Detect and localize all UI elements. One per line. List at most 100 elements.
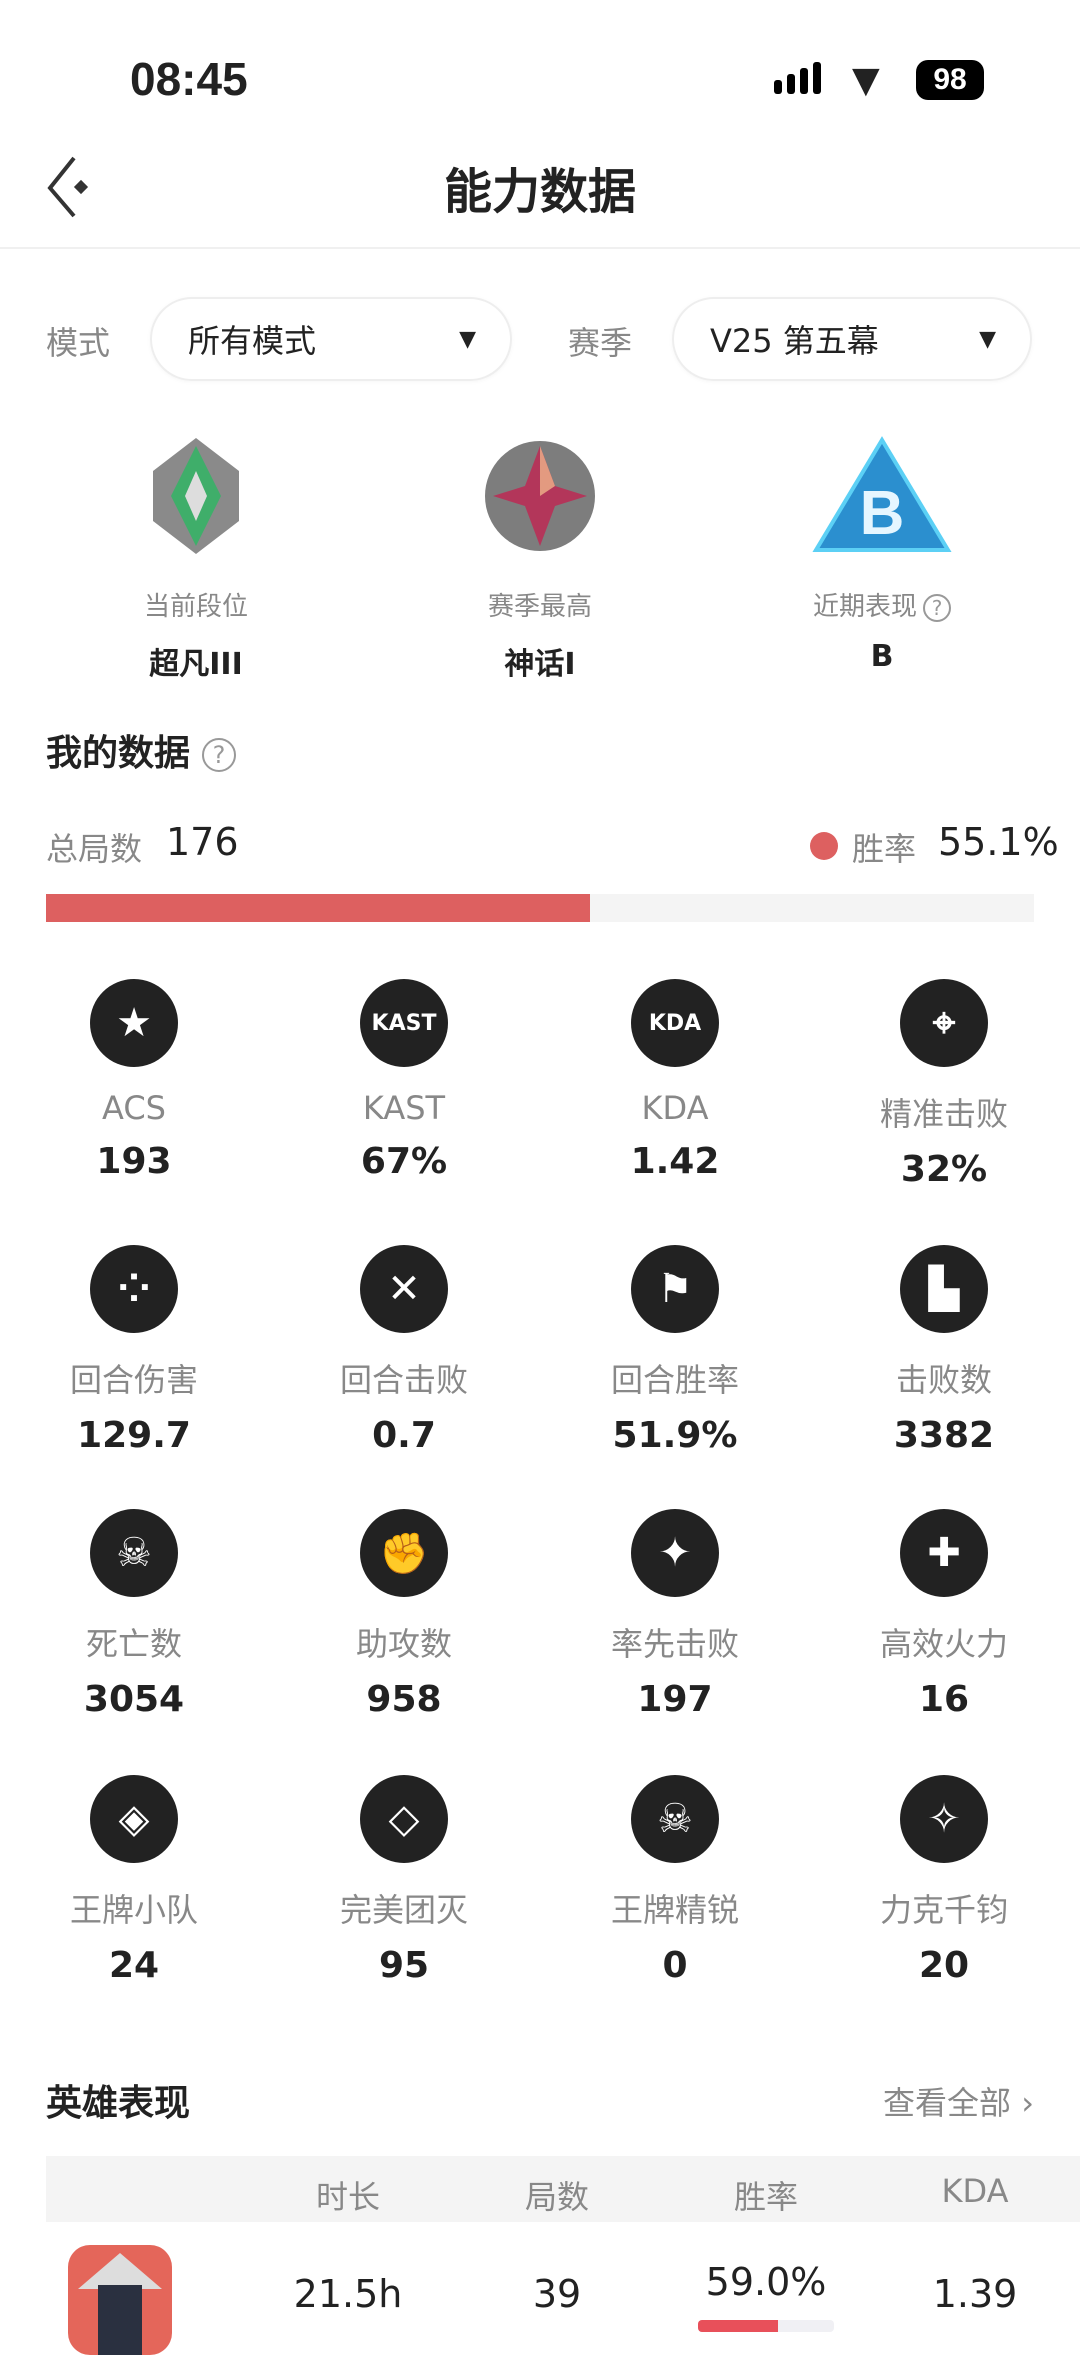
- winrate-value: 55.1%: [938, 820, 1059, 864]
- season-peak-rank: 赛季最高 神话I: [390, 436, 690, 683]
- flag-icon: ⚑: [631, 1245, 719, 1333]
- stat-item: ★ ACS 193: [0, 979, 269, 1182]
- stat-item: ✦ 率先击败 197: [540, 1509, 810, 1720]
- my-data-title: 我的数据?: [46, 724, 237, 776]
- stat-item: ◇ 完美团灭 95: [269, 1775, 539, 1986]
- season-label: 赛季: [568, 324, 633, 362]
- stat-item: ⌖ 精准击败 32%: [809, 979, 1079, 1190]
- help-icon[interactable]: ?: [923, 593, 951, 622]
- stat-value: 0.7: [372, 1415, 436, 1456]
- rank-label: 近期表现?: [732, 586, 1032, 623]
- stat-label: 王牌小队: [69, 1891, 198, 1929]
- stat-value: 3054: [83, 1679, 185, 1720]
- agent-duration: 21.5h: [293, 2272, 403, 2316]
- agent-winrate-bar: [698, 2320, 834, 2332]
- stat-label: 精准击败: [879, 1095, 1008, 1133]
- stat-item: ☠ 死亡数 3054: [0, 1509, 269, 1720]
- column-header: 胜率: [733, 2178, 798, 2216]
- stat-label: 率先击败: [610, 1625, 739, 1663]
- column-header: 时长: [315, 2178, 380, 2216]
- stat-value: 95: [378, 1945, 430, 1986]
- ascendant-rank-icon: [153, 438, 239, 554]
- mode-select[interactable]: 所有模式 ▼: [150, 297, 512, 381]
- stat-item: ✊ 助攻数 958: [269, 1509, 539, 1720]
- stat-value: 0: [662, 1945, 688, 1986]
- stat-item: KAST KAST 67%: [269, 979, 539, 1182]
- column-header: KDA: [941, 2172, 1009, 2210]
- stat-label: 回合伤害: [69, 1361, 198, 1399]
- mode-label: 模式: [46, 324, 111, 362]
- help-icon[interactable]: ?: [202, 738, 237, 772]
- agent-winrate-bar-fill: [698, 2320, 779, 2332]
- stat-value: 197: [637, 1679, 713, 1720]
- damage-icon: ⁘: [90, 1245, 178, 1333]
- stat-value: 20: [918, 1945, 970, 1986]
- stat-value: 51.9%: [612, 1415, 738, 1456]
- stat-label: 助攻数: [355, 1625, 452, 1663]
- winrate-dot: [810, 832, 838, 860]
- agent-kda: 1.39: [932, 2272, 1018, 2316]
- stat-item: ◈ 王牌小队 24: [0, 1775, 269, 1986]
- fist-icon: ✊: [360, 1509, 448, 1597]
- stat-label: 死亡数: [85, 1625, 182, 1663]
- stat-value: 129.7: [77, 1415, 191, 1456]
- svg-text:B: B: [860, 479, 905, 548]
- stat-label: KAST: [362, 1089, 446, 1127]
- stat-label: 力克千钧: [879, 1891, 1008, 1929]
- stat-value: 193: [96, 1141, 172, 1182]
- stat-label: 王牌精锐: [610, 1891, 739, 1929]
- kda-icon: KDA: [631, 979, 719, 1067]
- stat-label: 回合胜率: [610, 1361, 739, 1399]
- kast-icon: KAST: [360, 979, 448, 1067]
- crossed-blades-icon: ✕: [360, 1245, 448, 1333]
- header-divider: [0, 247, 1080, 249]
- eagle-icon: ✧: [900, 1775, 988, 1863]
- view-all-link[interactable]: 查看全部 ›: [883, 2084, 1034, 2122]
- stat-item: ☠ 王牌精锐 0: [540, 1775, 810, 1986]
- total-games-value: 176: [166, 820, 239, 864]
- ace-squad-icon: ◈: [90, 1775, 178, 1863]
- stat-item: ✧ 力克千钧 20: [809, 1775, 1079, 1986]
- winrate-bar: [46, 894, 1034, 922]
- rank-value: 超凡III: [149, 647, 243, 682]
- diamond-icon: ◇: [360, 1775, 448, 1863]
- b-grade-icon: B: [812, 436, 952, 552]
- first-blood-icon: ✦: [631, 1509, 719, 1597]
- winrate-bar-fill: [46, 894, 591, 922]
- stat-value: 24: [108, 1945, 160, 1986]
- acs-star-icon: ★: [90, 979, 178, 1067]
- agent-avatar: [68, 2245, 172, 2355]
- agent-row[interactable]: 21.5h 39 59.0% 1.39: [0, 2240, 1080, 2355]
- back-button[interactable]: [44, 150, 94, 220]
- stat-item: ✕ 回合击败 0.7: [269, 1245, 539, 1456]
- stat-label: 回合击败: [339, 1361, 468, 1399]
- stat-value: 958: [366, 1679, 442, 1720]
- stat-label: 高效火力: [879, 1625, 1008, 1663]
- pistol-icon: ▙: [900, 1245, 988, 1333]
- stat-item: KDA KDA 1.42: [540, 979, 810, 1182]
- stat-value: 16: [918, 1679, 970, 1720]
- total-games-label: 总局数: [46, 830, 143, 868]
- stat-value: 3382: [893, 1415, 995, 1456]
- stat-item: ✚ 高效火力 16: [809, 1509, 1079, 1720]
- column-header: 局数: [524, 2178, 589, 2216]
- winrate-label: 胜率: [852, 830, 917, 868]
- agent-winrate: 59.0%: [705, 2260, 827, 2304]
- stat-label: KDA: [641, 1089, 709, 1127]
- rank-value: B: [870, 639, 894, 674]
- battery-indicator: 98: [916, 60, 984, 100]
- status-time: 08:45: [130, 53, 248, 105]
- rank-label: 赛季最高: [487, 592, 592, 622]
- signal-icon: [774, 62, 821, 94]
- page-title: 能力数据: [443, 164, 636, 220]
- agents-title: 英雄表现: [46, 2083, 191, 2124]
- stat-item: ⁘ 回合伤害 129.7: [0, 1245, 269, 1456]
- season-select[interactable]: V25 第五幕 ▼: [672, 297, 1032, 381]
- ace-elite-icon: ☠: [631, 1775, 719, 1863]
- season-value: V25 第五幕: [710, 322, 879, 360]
- mode-value: 所有模式: [188, 322, 317, 360]
- stat-value: 67%: [360, 1141, 448, 1182]
- dropdown-arrow-icon: ▼: [459, 326, 476, 352]
- wifi-icon: ▼: [852, 60, 880, 101]
- stat-item: ⚑ 回合胜率 51.9%: [540, 1245, 810, 1456]
